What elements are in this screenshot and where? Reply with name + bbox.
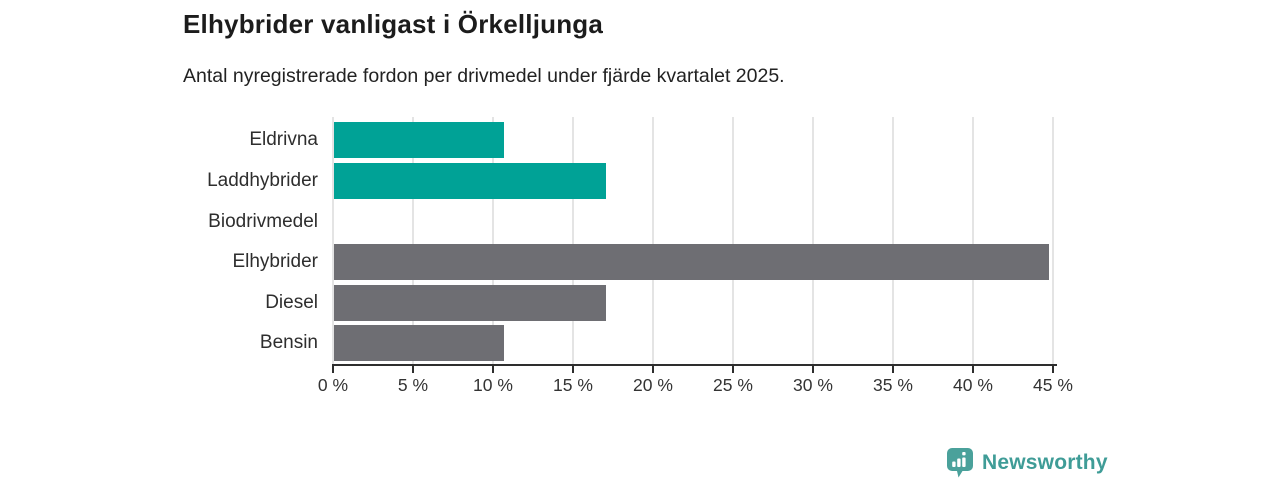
bar-laddhybrider	[334, 162, 606, 199]
gridline	[732, 117, 734, 365]
category-label: Laddhybrider	[207, 169, 318, 191]
gridline	[1052, 117, 1054, 365]
newsworthy-logo: Newsworthy	[945, 447, 1108, 478]
gridline	[892, 117, 894, 365]
category-label: Eldrivna	[249, 129, 318, 151]
chart-subtitle: Antal nyregistrerade fordon per drivmede…	[183, 65, 785, 87]
x-axis-tick	[332, 364, 334, 373]
newsworthy-wordmark: Newsworthy	[982, 450, 1108, 474]
x-axis-tick	[1052, 364, 1054, 373]
x-tick-label: 40 %	[953, 375, 993, 395]
x-tick-label: 20 %	[633, 375, 673, 395]
x-tick-label: 25 %	[713, 375, 753, 395]
x-tick-label: 5 %	[397, 375, 429, 395]
x-axis-tick	[732, 364, 734, 373]
x-axis-tick	[572, 364, 574, 373]
x-axis-tick	[652, 364, 654, 373]
x-axis-tick	[812, 364, 814, 373]
gridline	[332, 117, 334, 365]
chart-title: Elhybrider vanligast i Örkelljunga	[183, 9, 604, 39]
category-label: Elhybrider	[232, 251, 318, 273]
gridline	[652, 117, 654, 365]
x-axis-tick	[492, 364, 494, 373]
x-tick-label: 45 %	[1033, 375, 1073, 395]
bar-elhybrider	[334, 244, 1050, 281]
category-label: Biodrivmedel	[208, 210, 318, 232]
gridline	[972, 117, 974, 365]
x-tick-label: 10 %	[473, 375, 513, 395]
x-axis-line	[333, 364, 1057, 366]
gridline	[492, 117, 494, 365]
x-axis-tick	[892, 364, 894, 373]
bar-eldrivna	[334, 122, 504, 159]
x-tick-label: 30 %	[793, 375, 833, 395]
gridline	[812, 117, 814, 365]
x-tick-label: 0 %	[317, 375, 349, 395]
x-axis-tick	[412, 364, 414, 373]
gridline	[412, 117, 414, 365]
gridline	[572, 117, 574, 365]
bar-bensin	[334, 325, 504, 362]
x-tick-label: 35 %	[873, 375, 913, 395]
x-axis-tick	[972, 364, 974, 373]
newsworthy-chart-bubble-icon	[947, 448, 973, 478]
x-tick-label: 15 %	[553, 375, 593, 395]
category-label: Bensin	[259, 332, 318, 354]
category-label: Diesel	[265, 291, 318, 313]
bar-diesel	[334, 284, 606, 321]
